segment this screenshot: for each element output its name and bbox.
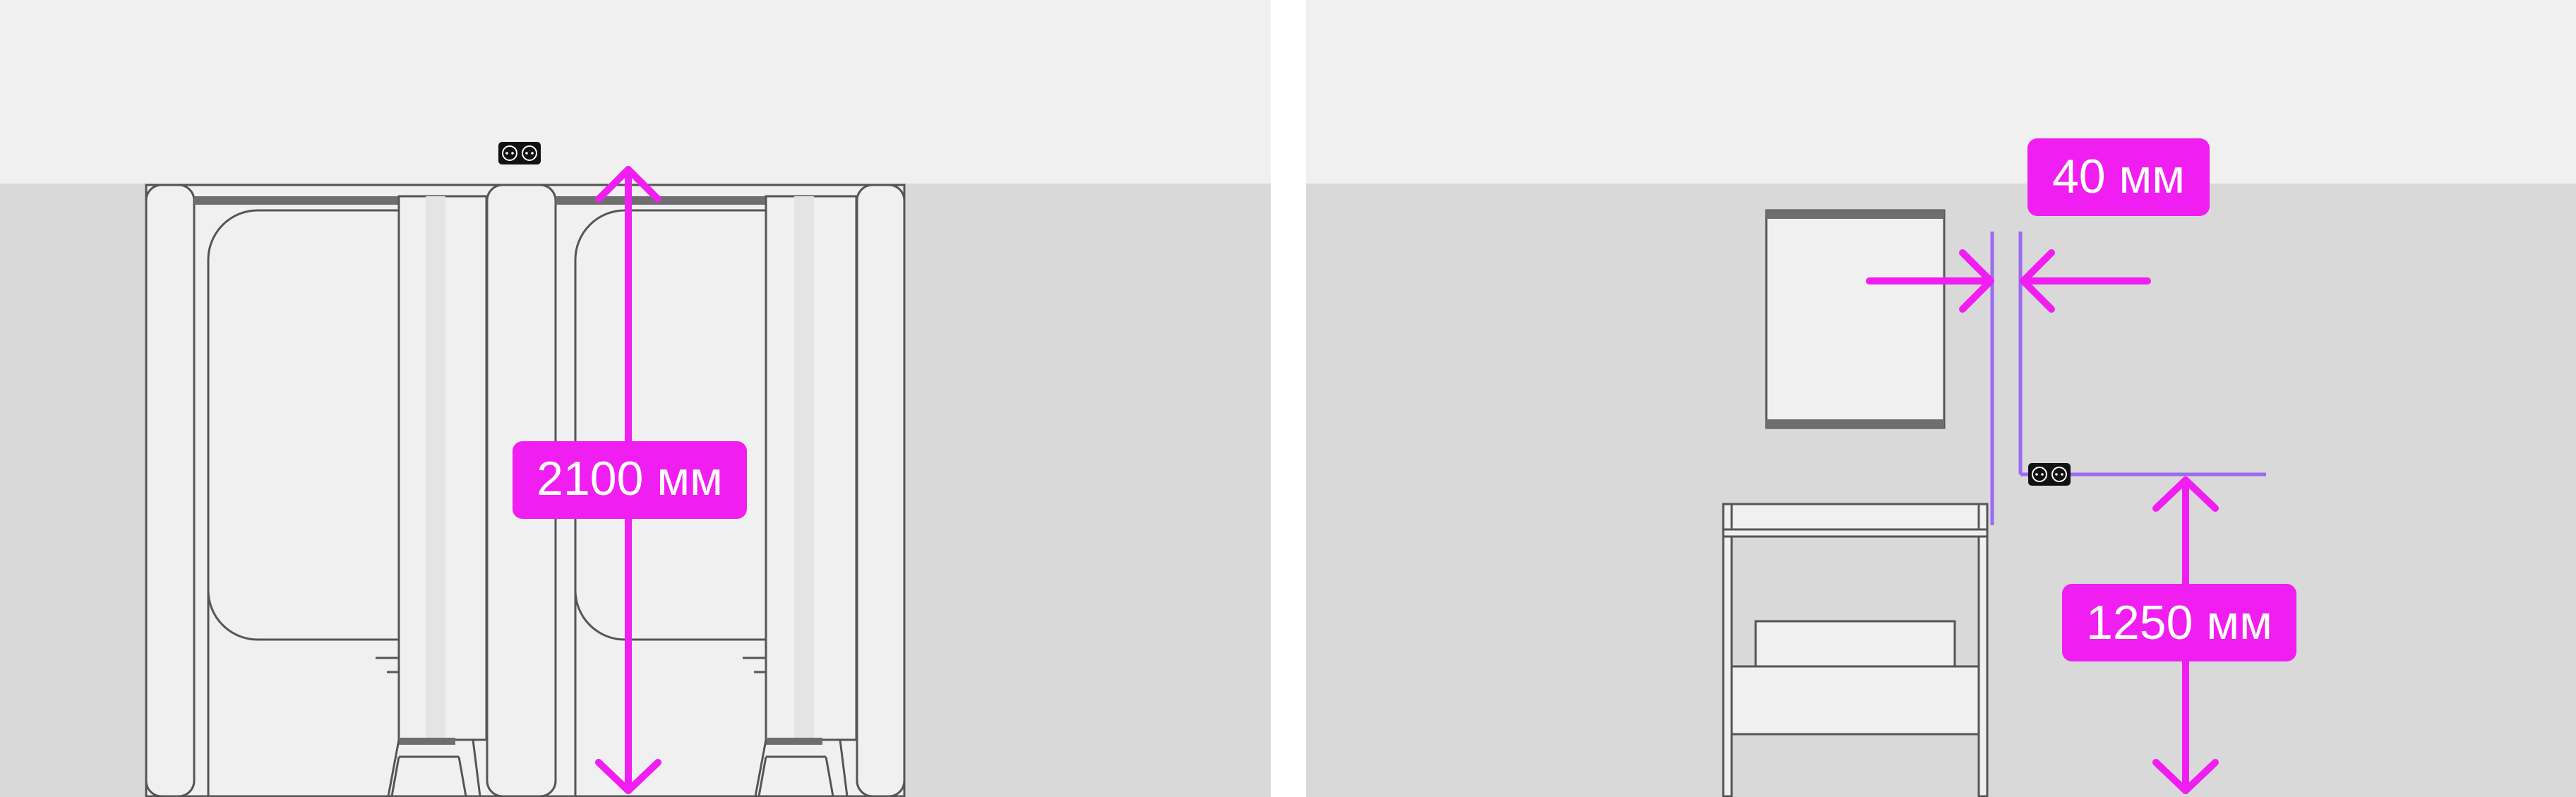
gap-label: 40 мм (2052, 150, 2185, 203)
socket-height-label: 1250 мм (2086, 596, 2272, 649)
right-panel: 40 мм 1250 мм (1306, 0, 2576, 797)
socket-height-label-badge: 1250 мм (2062, 584, 2296, 661)
right-ceiling (1306, 0, 2576, 184)
nightstand (1722, 503, 1989, 797)
gap-label-badge: 40 мм (2027, 138, 2210, 216)
height-label: 2100 мм (537, 452, 723, 505)
right-socket-icon (2027, 462, 2071, 486)
panel-divider (1271, 0, 1306, 797)
left-socket-icon (498, 141, 541, 165)
gap-dimension-arrows (1866, 249, 2151, 313)
left-ceiling (0, 0, 1271, 184)
left-panel: 2100 мм (0, 0, 1271, 797)
wall-panel (1765, 209, 1946, 429)
height-label-badge: 2100 мм (513, 441, 747, 519)
